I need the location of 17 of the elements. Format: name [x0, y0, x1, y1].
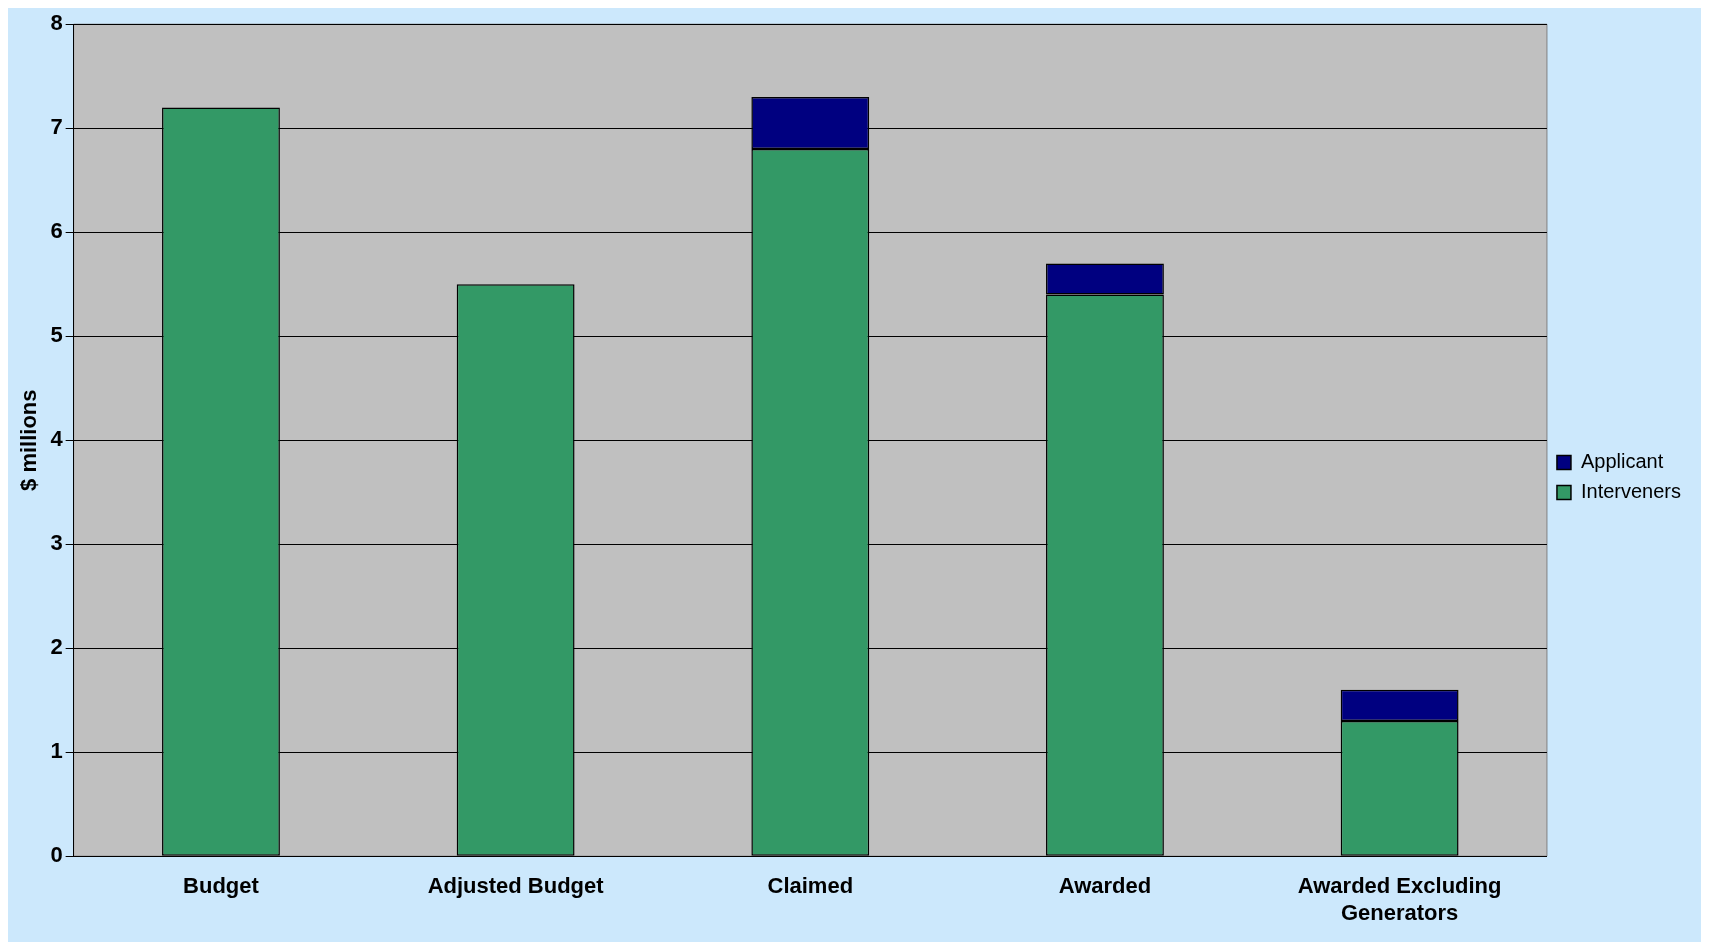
x-tick-label: Budget	[183, 873, 260, 899]
legend-label: Applicant	[1580, 450, 1664, 473]
y-tick-label: 3	[50, 530, 63, 556]
y-tick-label: 7	[50, 114, 63, 140]
y-axis-title: $ millions	[16, 389, 42, 491]
y-tick-label: 4	[50, 426, 64, 452]
y-tick-label: 1	[50, 738, 63, 764]
y-tick-label: 6	[50, 218, 63, 244]
y-tick-label: 5	[50, 322, 63, 348]
y-tick-label: 0	[50, 842, 63, 868]
x-tick-label: Awarded	[1058, 873, 1152, 899]
y-tick-label: 2	[50, 634, 63, 660]
x-tick-label: Claimed	[767, 873, 854, 899]
x-tick-label: Awarded Excluding Generators	[1297, 873, 1502, 925]
x-tick-label: Adjusted Budget	[427, 873, 605, 899]
legend-label: Interveners	[1580, 480, 1682, 503]
y-tick-label: 8	[50, 10, 63, 36]
